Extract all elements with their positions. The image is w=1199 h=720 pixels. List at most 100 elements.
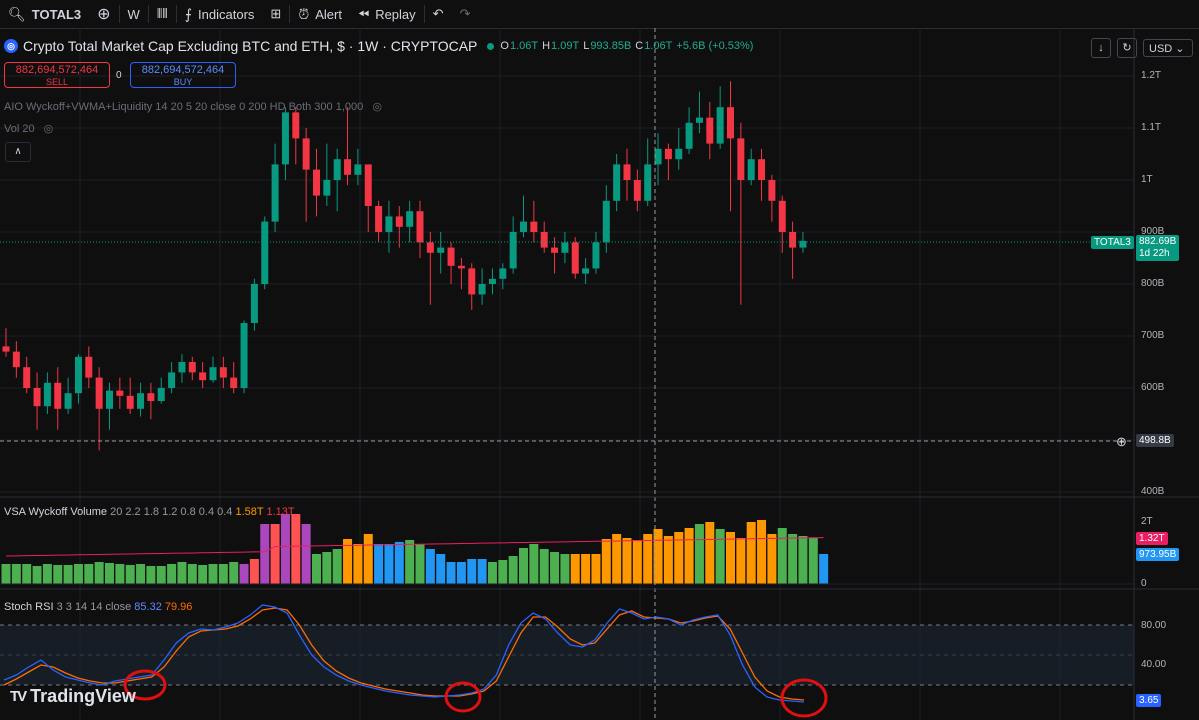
download-button[interactable]: ↓ xyxy=(1091,38,1111,58)
volume-pane-params: 20 2.2 1.8 1.2 0.8 0.4 0.4 xyxy=(110,506,233,518)
volume-pane-title: VSA Wyckoff Volume xyxy=(4,506,108,518)
candle xyxy=(261,221,269,284)
candle xyxy=(23,367,31,388)
stoch-k-value: 85.32 xyxy=(134,601,162,613)
volume-bar xyxy=(63,565,73,584)
highlight-circle xyxy=(123,669,167,701)
volume-bar xyxy=(467,559,477,584)
toolbar-divider xyxy=(423,5,425,23)
candle xyxy=(292,112,300,139)
candle xyxy=(789,232,797,248)
volume-bar xyxy=(808,538,818,584)
candle xyxy=(602,200,610,243)
volume-bar xyxy=(622,538,632,584)
buy-price: 882,694,572,464 xyxy=(141,64,225,76)
volume-bar xyxy=(477,559,487,584)
currency-label: USD xyxy=(1149,43,1173,55)
volume-bar xyxy=(394,542,404,584)
indicator-legend-aio[interactable]: AIO Wyckoff+VWMA+Liquidity 14 20 5 20 cl… xyxy=(4,100,382,113)
tradingview-text: TradingView xyxy=(30,686,136,706)
arrow-down-icon: ↓ xyxy=(1098,42,1104,54)
volume-bar xyxy=(581,554,591,584)
alarm-clock-icon: ⏰︎ xyxy=(298,5,310,22)
volume-bar xyxy=(260,524,270,584)
price-tick: 600B xyxy=(1141,382,1165,393)
candle xyxy=(106,390,113,409)
volume-value-1: 1.58T xyxy=(235,506,264,518)
stoch-k-line xyxy=(3,604,805,703)
sell-button[interactable]: 882,694,572,464 SELL xyxy=(4,62,110,88)
volume-bar xyxy=(208,564,218,584)
volume-bar xyxy=(94,562,104,584)
volume-bar xyxy=(167,564,177,584)
add-alert-plus-icon[interactable]: ⊕ xyxy=(1116,434,1127,449)
indicator-legend-vol[interactable]: Vol 20 ◎ xyxy=(4,122,53,135)
volume-bar xyxy=(612,534,622,584)
redo-button[interactable]: ↷ xyxy=(452,0,479,28)
volume-tick: 0 xyxy=(1141,578,1147,589)
candle xyxy=(447,247,455,266)
refresh-icon: ↻ xyxy=(1122,42,1132,54)
price-tick: 800B xyxy=(1141,278,1165,289)
volume-bar xyxy=(105,563,114,584)
templates-button[interactable]: ⊞ xyxy=(262,0,289,28)
replay-button[interactable]: ⏪︎ Replay xyxy=(350,0,424,28)
volume-bar xyxy=(363,534,373,584)
legend-row: ◎ Crypto Total Market Cap Excluding BTC … xyxy=(4,38,753,54)
volume-bar xyxy=(415,544,425,584)
volume-bar xyxy=(663,536,673,584)
chevron-down-icon: ⌄ xyxy=(1175,43,1185,55)
volume-bar xyxy=(218,564,228,584)
volume-bar xyxy=(436,554,446,584)
candle xyxy=(95,377,103,409)
candle xyxy=(364,164,372,206)
undo-button[interactable]: ↶ xyxy=(425,0,452,28)
buy-button[interactable]: 882,694,572,464 BUY xyxy=(130,62,236,88)
candle xyxy=(178,362,186,373)
eye-off-icon[interactable]: ◎ xyxy=(372,101,382,113)
redo-icon: ↷ xyxy=(459,6,471,21)
volume-pane-legend[interactable]: VSA Wyckoff Volume 20 2.2 1.8 1.2 0.8 0.… xyxy=(4,506,295,518)
chart-type-button[interactable]: ⫴⫴ xyxy=(149,0,176,28)
candle xyxy=(727,107,734,139)
toolbar-divider xyxy=(175,5,177,23)
replay-label: Replay xyxy=(375,6,416,22)
volume-bar xyxy=(22,564,32,584)
last-price-tag: 882.69B 1d 22h xyxy=(1136,235,1180,261)
volume-bar xyxy=(229,562,239,584)
stoch-d-value: 79.96 xyxy=(164,601,193,613)
currency-select[interactable]: USD ⌄ xyxy=(1143,39,1193,57)
collapse-legend-button[interactable]: ∧ xyxy=(5,142,31,162)
eye-off-icon[interactable]: ◎ xyxy=(43,123,54,135)
volume-bar xyxy=(425,549,435,584)
alert-label: Alert xyxy=(315,6,342,22)
ohlc-high: H1.09T xyxy=(542,40,580,52)
top-toolbar: 🔍︎ TOTAL3 ⊕ W ⫴⫴ ⨍ Indicators ⊞ ⏰︎ Alert… xyxy=(0,0,1199,29)
volume-bar xyxy=(456,562,466,584)
symbol-search-button[interactable]: 🔍︎ TOTAL3 xyxy=(0,0,89,28)
alert-button[interactable]: ⏰︎ Alert xyxy=(290,0,350,28)
interval-button[interactable]: W xyxy=(120,0,148,28)
indicators-button[interactable]: ⨍ Indicators xyxy=(177,0,263,28)
volume-bar xyxy=(156,566,166,584)
volume-bar xyxy=(312,554,321,584)
undo-icon: ↶ xyxy=(432,6,444,21)
indicator-aio-label: AIO Wyckoff+VWMA+Liquidity 14 20 5 20 cl… xyxy=(4,101,364,113)
candle xyxy=(426,242,434,253)
candle xyxy=(561,242,569,253)
rewind-icon: ⏪︎ xyxy=(357,5,370,22)
stoch-tick: 80.00 xyxy=(1141,620,1167,631)
candle xyxy=(540,232,548,248)
symbol-label: TOTAL3 xyxy=(31,6,82,22)
reset-button[interactable]: ↻ xyxy=(1117,38,1137,58)
ohlc-close: C1.06T xyxy=(635,40,673,52)
stoch-pane-legend[interactable]: Stoch RSI 3 3 14 14 close 85.32 79.96 xyxy=(4,601,192,613)
candle xyxy=(116,390,124,396)
indicator-vol-label: Vol 20 xyxy=(4,123,35,135)
volume-bar xyxy=(384,544,394,584)
volume-bar xyxy=(177,562,187,584)
candles-icon: ⫴⫴ xyxy=(156,6,168,21)
chart-canvas[interactable] xyxy=(0,28,1199,720)
volume-bar xyxy=(270,524,280,584)
compare-button[interactable]: ⊕ xyxy=(89,0,118,28)
